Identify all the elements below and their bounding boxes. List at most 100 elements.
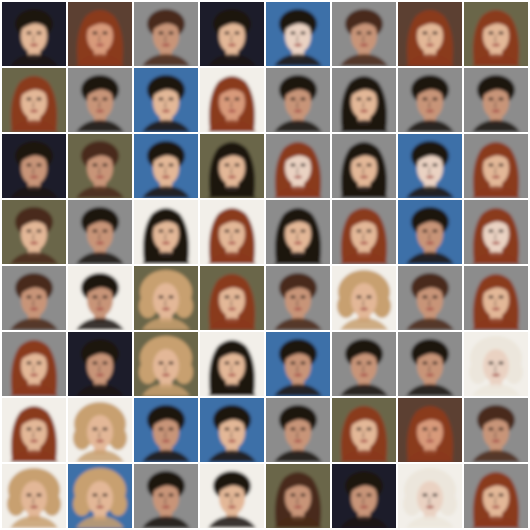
face-sample-image: [2, 398, 66, 462]
face-sample-image: [68, 200, 132, 264]
face-sample-tile: [266, 464, 330, 528]
face-sample-tile: [2, 398, 66, 462]
face-sample-tile: [68, 2, 132, 66]
face-sample-image: [266, 398, 330, 462]
face-sample-tile: [266, 332, 330, 396]
face-sample-image: [398, 2, 462, 66]
face-sample-tile: [398, 464, 462, 528]
face-sample-image: [68, 332, 132, 396]
face-sample-image: [134, 134, 198, 198]
face-sample-image: [200, 2, 264, 66]
face-sample-tile: [2, 2, 66, 66]
face-sample-image: [464, 332, 528, 396]
face-sample-tile: [200, 200, 264, 264]
face-sample-image: [2, 464, 66, 528]
face-sample-tile: [398, 266, 462, 330]
face-sample-tile: [200, 332, 264, 396]
face-sample-tile: [464, 464, 528, 528]
face-sample-image: [332, 200, 396, 264]
face-sample-image: [200, 68, 264, 132]
face-sample-tile: [266, 68, 330, 132]
face-sample-tile: [332, 134, 396, 198]
face-sample-tile: [398, 2, 462, 66]
face-sample-image: [398, 68, 462, 132]
face-sample-image: [398, 464, 462, 528]
face-sample-image: [68, 266, 132, 330]
face-sample-tile: [134, 68, 198, 132]
face-sample-image: [200, 464, 264, 528]
face-sample-image: [398, 134, 462, 198]
face-sample-image: [332, 68, 396, 132]
face-sample-image: [68, 134, 132, 198]
face-sample-tile: [134, 2, 198, 66]
face-sample-tile: [200, 134, 264, 198]
face-sample-tile: [68, 200, 132, 264]
face-sample-tile: [134, 464, 198, 528]
face-sample-image: [134, 266, 198, 330]
face-sample-tile: [464, 2, 528, 66]
face-sample-image: [2, 266, 66, 330]
face-sample-tile: [464, 332, 528, 396]
face-sample-tile: [200, 464, 264, 528]
face-sample-tile: [2, 266, 66, 330]
face-sample-tile: [266, 200, 330, 264]
face-sample-tile: [134, 200, 198, 264]
face-sample-image: [68, 68, 132, 132]
face-sample-tile: [398, 332, 462, 396]
face-sample-image: [464, 134, 528, 198]
face-sample-image: [398, 200, 462, 264]
face-sample-image: [332, 464, 396, 528]
face-sample-tile: [200, 266, 264, 330]
face-sample-image: [464, 464, 528, 528]
face-sample-image: [68, 2, 132, 66]
face-sample-image: [266, 134, 330, 198]
face-sample-tile: [2, 134, 66, 198]
face-sample-tile: [68, 398, 132, 462]
face-sample-tile: [398, 200, 462, 264]
face-sample-image: [200, 266, 264, 330]
face-sample-image: [68, 398, 132, 462]
face-sample-image: [332, 134, 396, 198]
face-sample-image: [332, 398, 396, 462]
face-sample-tile: [200, 398, 264, 462]
face-sample-image: [398, 266, 462, 330]
face-sample-tile: [398, 68, 462, 132]
face-sample-image: [266, 2, 330, 66]
face-sample-image: [464, 68, 528, 132]
face-sample-image: [134, 68, 198, 132]
face-sample-image: [2, 332, 66, 396]
face-sample-image: [266, 200, 330, 264]
face-sample-image: [134, 464, 198, 528]
face-sample-tile: [332, 332, 396, 396]
face-sample-tile: [68, 266, 132, 330]
face-sample-image: [464, 2, 528, 66]
face-sample-tile: [2, 332, 66, 396]
face-sample-image: [266, 464, 330, 528]
face-sample-tile: [134, 134, 198, 198]
face-sample-image: [200, 398, 264, 462]
face-sample-tile: [266, 398, 330, 462]
face-sample-image: [332, 2, 396, 66]
face-sample-image: [2, 134, 66, 198]
face-sample-tile: [2, 464, 66, 528]
face-sample-tile: [134, 332, 198, 396]
face-sample-tile: [200, 68, 264, 132]
face-sample-tile: [464, 266, 528, 330]
face-sample-image: [464, 266, 528, 330]
face-sample-tile: [134, 398, 198, 462]
face-sample-tile: [332, 2, 396, 66]
face-sample-tile: [134, 266, 198, 330]
face-sample-image: [266, 332, 330, 396]
face-sample-image: [2, 68, 66, 132]
face-sample-tile: [464, 68, 528, 132]
face-sample-tile: [332, 200, 396, 264]
face-sample-image: [398, 332, 462, 396]
face-sample-tile: [332, 266, 396, 330]
face-sample-image: [332, 332, 396, 396]
face-sample-tile: [398, 134, 462, 198]
face-sample-tile: [68, 68, 132, 132]
face-sample-image: [2, 2, 66, 66]
face-sample-tile: [266, 2, 330, 66]
face-sample-image: [134, 398, 198, 462]
